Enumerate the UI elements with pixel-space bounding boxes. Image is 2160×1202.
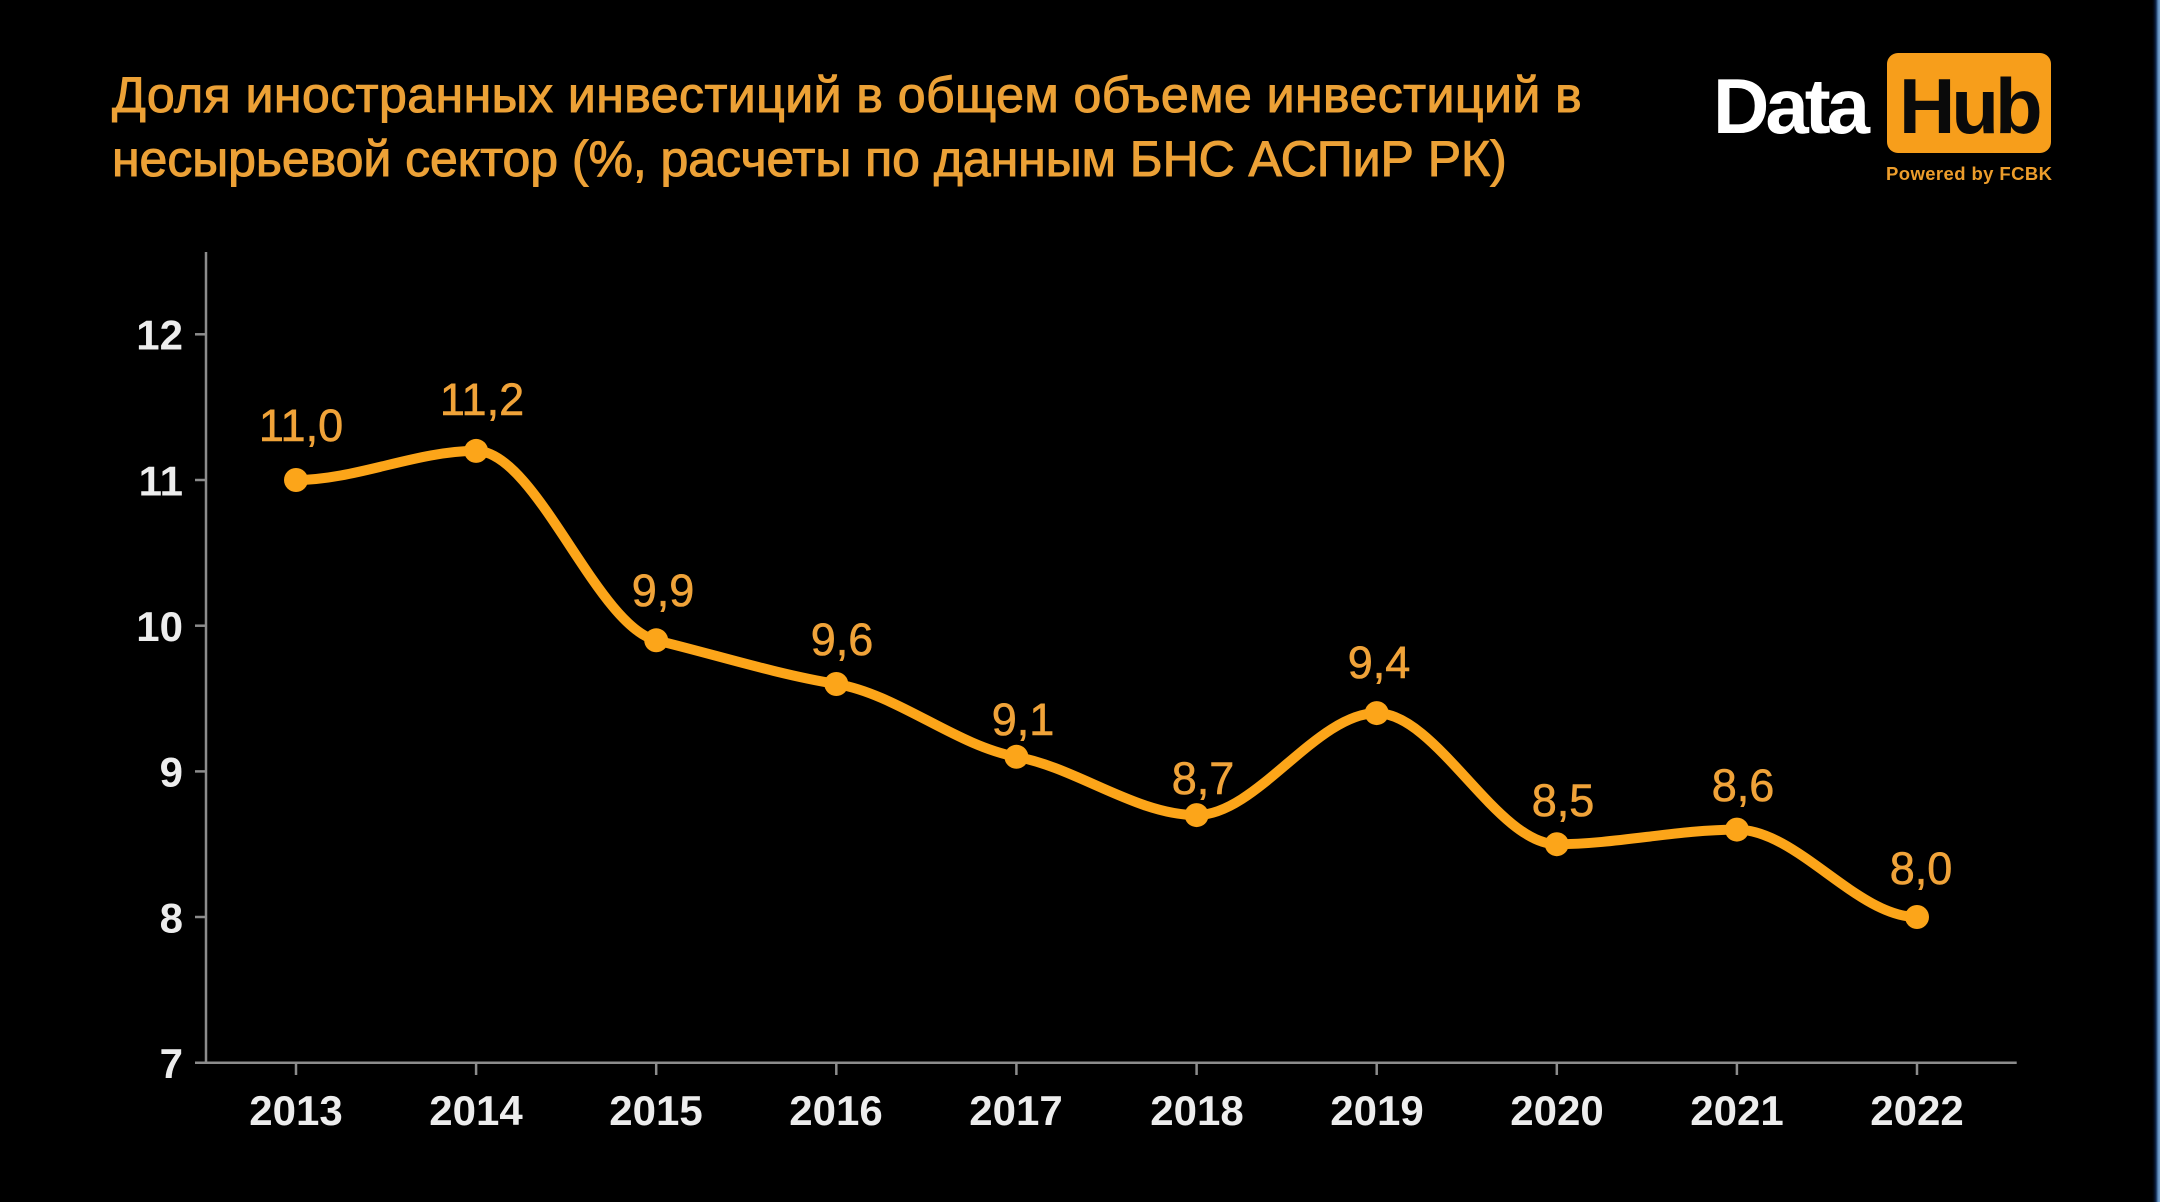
- svg-text:2021: 2021: [1690, 1087, 1783, 1134]
- svg-text:9: 9: [160, 749, 183, 796]
- svg-text:2020: 2020: [1510, 1087, 1603, 1134]
- svg-text:9,1: 9,1: [992, 694, 1055, 745]
- svg-text:9,6: 9,6: [811, 614, 874, 665]
- svg-text:11,2: 11,2: [440, 374, 524, 425]
- svg-text:9,4: 9,4: [1348, 637, 1411, 688]
- svg-text:8,0: 8,0: [1890, 843, 1953, 894]
- svg-text:2017: 2017: [969, 1087, 1062, 1134]
- svg-text:8,5: 8,5: [1532, 775, 1595, 826]
- svg-text:2014: 2014: [429, 1087, 523, 1134]
- svg-text:2016: 2016: [789, 1087, 882, 1134]
- svg-text:12: 12: [136, 312, 183, 359]
- svg-text:2013: 2013: [249, 1087, 342, 1134]
- svg-text:2018: 2018: [1150, 1087, 1243, 1134]
- svg-text:11: 11: [139, 457, 183, 504]
- svg-text:9,9: 9,9: [632, 565, 695, 616]
- svg-text:8,6: 8,6: [1712, 760, 1775, 811]
- svg-text:11,0: 11,0: [259, 400, 343, 451]
- svg-text:8,7: 8,7: [1172, 753, 1235, 804]
- svg-text:2019: 2019: [1330, 1087, 1423, 1134]
- svg-text:7: 7: [160, 1040, 183, 1087]
- svg-text:2015: 2015: [609, 1087, 702, 1134]
- svg-text:8: 8: [160, 894, 183, 941]
- svg-text:10: 10: [136, 603, 183, 650]
- svg-text:2022: 2022: [1870, 1087, 1963, 1134]
